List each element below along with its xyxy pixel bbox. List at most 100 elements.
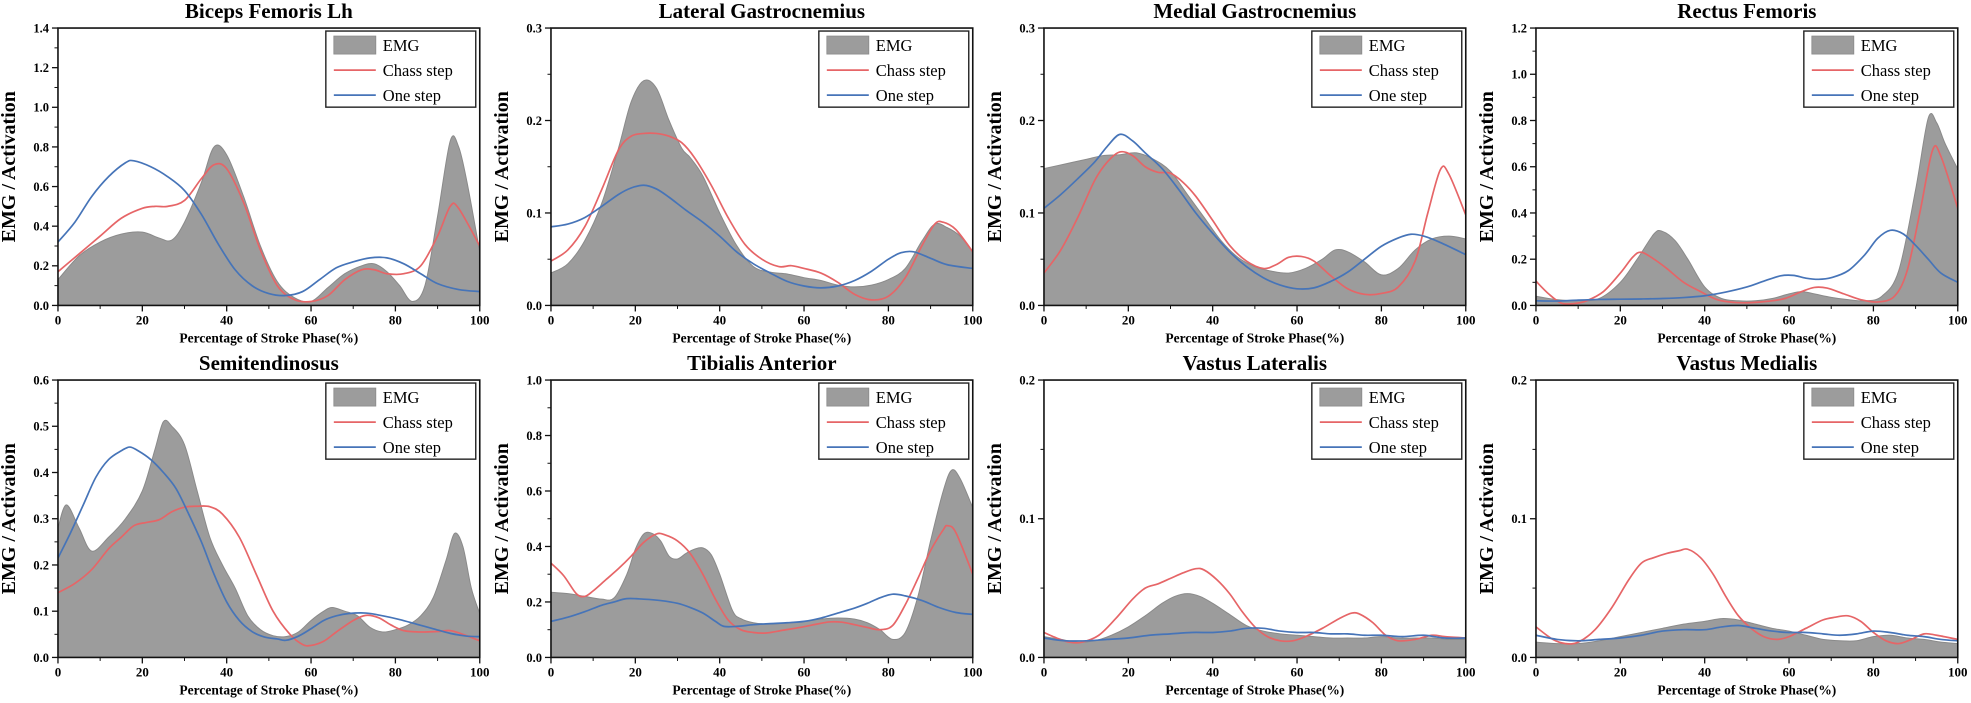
chart-title: Lateral Gastrocnemius: [658, 0, 864, 23]
subplot-semitendinosus: 0 20 40 60 80 100 0.0 0.1 0.2 0.3 0.4 0.5 0.6 Semiten…: [0, 351, 493, 703]
chart-title: Vastus Medialis: [1677, 352, 1818, 375]
x-tick-label: 0: [1533, 312, 1539, 327]
y-tick-label: 0.2: [526, 595, 542, 609]
chart-title: Vastus Lateralis: [1182, 352, 1326, 375]
x-tick-label: 40: [220, 312, 233, 327]
x-tick-label: 100: [470, 664, 489, 679]
chart-canvas-lateral-gastrocnemius: 0 20 40 60 80 100 0.0 0.1 0.2 0.3 Lateral Gastrocn…: [492, 0, 986, 352]
legend-emg-swatch: [1811, 35, 1855, 55]
legend-label: One step: [1861, 437, 1919, 456]
x-tick-label: 60: [305, 312, 318, 327]
plot-area: [1536, 547, 1959, 657]
x-tick-label: 60: [1290, 312, 1303, 327]
x-axis-label: Percentage of Stroke Phase(%): [672, 330, 851, 345]
legend-emg-swatch: [333, 387, 377, 406]
y-axis-label: EMG / Activation: [0, 443, 20, 594]
y-tick-label: 0.2: [33, 259, 49, 273]
y-tick-label: 0.0: [526, 650, 542, 664]
legend-label: One step: [383, 86, 441, 105]
x-tick-label: 40: [1698, 664, 1711, 679]
y-tick-label: 0.0: [1512, 299, 1528, 313]
y-tick-label: 0.8: [526, 428, 542, 442]
x-tick-label: 100: [1456, 312, 1475, 327]
x-axis-label: Percentage of Stroke Phase(%): [1165, 682, 1344, 697]
chass-step-line: [550, 132, 973, 301]
y-tick-label: 0.0: [526, 299, 542, 313]
legend-label: EMG: [876, 387, 913, 406]
subplot-medial-gastrocnemius: 0 20 40 60 80 100 0.0 0.1 0.2 0.3 Medial Gastrocne…: [985, 0, 1479, 352]
y-tick-label: 0.3: [33, 512, 49, 526]
legend-label: EMG: [1861, 36, 1898, 55]
emg-area-edge: [57, 135, 480, 303]
emg-area: [1536, 618, 1959, 657]
legend-emg-swatch: [1811, 387, 1855, 406]
y-tick-label: 0.3: [1019, 21, 1035, 35]
legend: EMG Chass step One step: [1803, 381, 1955, 460]
y-tick-label: 0.2: [33, 558, 49, 572]
chart-canvas-vastus-medialis: 0 20 40 60 80 100 0.0 0.1 0.2 Vastus Medialis Perc…: [1478, 351, 1971, 703]
y-tick-label: 0.1: [1019, 512, 1035, 526]
y-tick-label: 1.0: [33, 101, 49, 115]
x-tick-label: 80: [389, 664, 402, 679]
x-axis-label: Percentage of Stroke Phase(%): [1658, 682, 1837, 697]
legend-label: One step: [1368, 437, 1426, 456]
y-tick-label: 0.8: [1512, 114, 1528, 128]
y-tick-label: 0.6: [1512, 160, 1528, 174]
x-tick-label: 20: [136, 664, 149, 679]
x-tick-label: 80: [1374, 312, 1387, 327]
x-tick-label: 60: [1290, 664, 1303, 679]
x-tick-label: 0: [1040, 312, 1046, 327]
subplot-lateral-gastrocnemius: 0 20 40 60 80 100 0.0 0.1 0.2 0.3 Lateral Gastrocn…: [492, 0, 986, 352]
x-tick-label: 80: [882, 312, 895, 327]
y-tick-label: 0.2: [1019, 114, 1035, 128]
chart-canvas-medial-gastrocnemius: 0 20 40 60 80 100 0.0 0.1 0.2 0.3 Medial Gastrocne…: [985, 0, 1479, 352]
emg-area-edge: [1043, 152, 1466, 276]
chass-step-line: [1536, 547, 1959, 645]
subplot-tibialis-anterior: 0 20 40 60 80 100 0.0 0.2 0.4 0.6 0.8 1.0 Tibialis A…: [492, 351, 986, 703]
x-tick-label: 0: [547, 312, 553, 327]
subplot-vastus-lateralis: 0 20 40 60 80 100 0.0 0.1 0.2 Vastus Lateralis Per…: [985, 351, 1479, 703]
legend-label: Chass step: [383, 61, 453, 80]
chart-title: Biceps Femoris Lh: [185, 0, 353, 23]
y-tick-label: 0.6: [526, 484, 542, 498]
y-tick-label: 0.5: [33, 419, 49, 433]
legend-label: One step: [383, 437, 441, 456]
y-tick-label: 0.1: [1512, 512, 1528, 526]
x-tick-label: 60: [1783, 664, 1796, 679]
legend-label: EMG: [1368, 387, 1405, 406]
subplot-biceps-femoris-lh: 0 20 40 60 80 100 0.0 0.2 0.4 0.6 0.8 1.0 1.2 1.4 Bice…: [0, 0, 493, 352]
y-tick-label: 1.4: [33, 21, 49, 35]
legend-label: Chass step: [876, 61, 946, 80]
x-axis-label: Percentage of Stroke Phase(%): [1658, 330, 1837, 345]
x-tick-label: 100: [963, 312, 982, 327]
legend: EMG Chass step One step: [817, 381, 970, 460]
emg-area: [57, 135, 480, 306]
y-axis-label: EMG / Activation: [986, 443, 1006, 594]
legend-emg-swatch: [826, 35, 869, 55]
y-tick-label: 0.6: [33, 373, 49, 387]
y-tick-label: 0.8: [33, 140, 49, 154]
emg-area-edge: [550, 79, 973, 288]
emg-area: [57, 419, 480, 657]
one-step-line: [57, 445, 480, 641]
x-tick-label: 100: [1456, 664, 1475, 679]
x-tick-label: 60: [305, 664, 318, 679]
x-tick-label: 20: [629, 312, 642, 327]
y-tick-label: 1.0: [526, 373, 542, 387]
legend-label: Chass step: [1368, 412, 1438, 431]
x-tick-label: 60: [797, 312, 810, 327]
y-tick-label: 1.2: [1512, 21, 1528, 35]
y-tick-label: 0.4: [526, 539, 542, 553]
emg-area-edge: [1536, 617, 1959, 644]
x-axis-label: Percentage of Stroke Phase(%): [179, 682, 358, 697]
y-tick-label: 0.0: [33, 650, 49, 664]
legend-label: EMG: [383, 36, 420, 55]
y-tick-label: 1.0: [1512, 68, 1528, 82]
x-tick-label: 40: [1206, 664, 1219, 679]
x-tick-label: 20: [136, 312, 149, 327]
x-tick-label: 80: [1867, 664, 1880, 679]
y-tick-label: 0.4: [1512, 206, 1528, 220]
legend-label: Chass step: [876, 412, 946, 431]
y-tick-label: 0.1: [33, 604, 49, 618]
